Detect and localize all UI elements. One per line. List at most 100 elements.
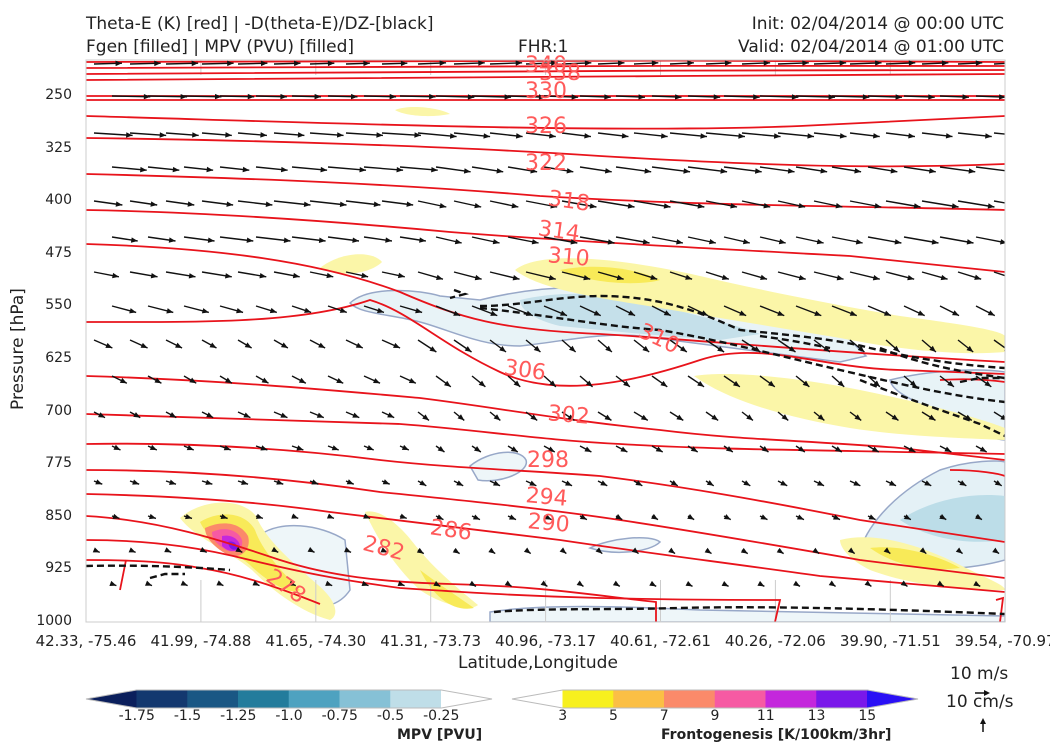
- wind-vector-head: [788, 346, 796, 352]
- wind-vector-head: [499, 345, 507, 352]
- wind-vector-head: [816, 238, 824, 245]
- wind-vector-head: [917, 310, 925, 316]
- wind-vector-head: [224, 273, 232, 279]
- wind-vector-head: [929, 345, 936, 352]
- wind-vector-head: [740, 547, 748, 554]
- wind-vector-head: [723, 514, 731, 520]
- wind-vector-head: [1000, 414, 1005, 421]
- wind-vector-head: [109, 580, 117, 586]
- theta-e-label: 298: [527, 448, 569, 473]
- theta-e-contour-line: [86, 299, 1005, 387]
- fgen-colorbar-swatch: [867, 689, 919, 709]
- wind-vector-head: [660, 133, 668, 139]
- theta-e-label: 286: [428, 515, 473, 546]
- wind-vector-head: [493, 480, 501, 486]
- mpv-region: [520, 293, 760, 340]
- wind-vector-head: [708, 238, 716, 245]
- x-axis-title: Latitude,Longitude: [458, 653, 618, 673]
- wind-vector-head: [820, 168, 828, 174]
- theta-e-label: 314: [536, 216, 581, 247]
- wind-vector-head: [776, 547, 784, 554]
- wind-vector-head: [903, 514, 911, 520]
- wind-vector-head: [265, 201, 273, 207]
- wind-vector-head: [154, 60, 161, 67]
- wind-vector-head: [944, 446, 952, 452]
- wind-vector-head: [325, 580, 333, 586]
- wind-vector-head: [314, 93, 322, 100]
- stability-contour-line: [493, 606, 1005, 616]
- wind-vector-head: [929, 168, 936, 174]
- wind-vector-head: [952, 310, 960, 316]
- wind-vector-head: [483, 133, 491, 139]
- y-tick-label: 700: [45, 402, 72, 419]
- y-tick-label: 550: [45, 297, 72, 314]
- wind-vector-head: [216, 580, 224, 586]
- wind-vector-head: [474, 202, 482, 209]
- stability-contours: [86, 288, 1005, 616]
- wind-vector-head: [615, 514, 623, 520]
- theta-e-contour-line: [86, 137, 1005, 168]
- wind-vector-head: [864, 580, 872, 587]
- wind-vector-head: [523, 547, 531, 554]
- wind-vector-shaft: [993, 132, 1005, 135]
- wind-vector-head: [909, 380, 917, 387]
- wind-vector-head: [355, 342, 363, 348]
- y-tick-label: 625: [45, 350, 72, 366]
- wind-vector-head: [291, 513, 299, 519]
- wind-vector-head: [422, 414, 429, 421]
- theta-e-label: 310: [547, 243, 591, 272]
- wind-vector-head: [429, 346, 437, 352]
- wind-vector-head: [241, 479, 249, 485]
- wind-vector-head: [544, 514, 552, 520]
- theta-e-contour-line: [86, 375, 1005, 461]
- wind-vector-head: [359, 166, 367, 173]
- wind-vector-head: [593, 310, 601, 316]
- wind-vector-head: [119, 377, 127, 384]
- wind-vector-head: [739, 310, 747, 316]
- wind-vector-head: [839, 60, 847, 66]
- wind-vector-head: [628, 310, 636, 316]
- wind-vectors: [92, 60, 1005, 588]
- x-tick-label: 41.31, -73.73: [380, 632, 482, 650]
- theta-e-contour-line: [86, 243, 1005, 363]
- wind-vector-shaft: [147, 95, 188, 98]
- wind-vector-shaft: [381, 132, 421, 137]
- wind-vector-head: [549, 380, 556, 387]
- wind-vector-head: [214, 93, 222, 100]
- wind-vector-head: [525, 310, 533, 316]
- theta-e-contour-line: [86, 493, 1005, 593]
- colorbar-tick-label: 11: [756, 708, 775, 724]
- wind-vector-head: [685, 580, 693, 587]
- wind-vector-head: [192, 132, 199, 138]
- wind-vector-head: [401, 444, 409, 450]
- mpv-colorbar-outline: [85, 689, 493, 709]
- wind-vector-head: [143, 93, 151, 100]
- wind-vector-head: [474, 446, 481, 452]
- stability-contour-line: [479, 294, 1005, 370]
- wind-vector-head: [724, 60, 732, 66]
- wind-vector-head: [112, 513, 120, 520]
- wind-vector-head: [687, 513, 695, 520]
- colorbar-tick-label: -0.75: [321, 708, 358, 724]
- wind-vector-head: [429, 93, 436, 100]
- wind-vector-head: [98, 412, 106, 418]
- wind-vector-head: [548, 275, 556, 281]
- wind-vector-head: [730, 203, 738, 209]
- wind-vector-head: [576, 580, 584, 587]
- wind-vector-head: [112, 272, 119, 279]
- wind-vector-head: [439, 202, 447, 209]
- theta-e-label: 290: [527, 509, 571, 538]
- wind-vector-head: [206, 412, 214, 418]
- wind-vector-head: [352, 412, 360, 418]
- mpv-colorbar-label: MPV [PVU]: [397, 727, 483, 743]
- wind-vector-head: [389, 93, 397, 100]
- wind-vector-head: [638, 94, 645, 100]
- wind-vector-head: [1000, 239, 1005, 245]
- colorbar-tick-label: -1.5: [173, 708, 202, 724]
- colorbar-tick-label: -0.5: [376, 708, 405, 724]
- wind-vector-head: [201, 308, 209, 314]
- wind-vector-head: [191, 60, 199, 67]
- theta-e-label: 322: [525, 151, 567, 176]
- wind-vector-head: [373, 201, 381, 207]
- wind-vector-head: [397, 580, 405, 587]
